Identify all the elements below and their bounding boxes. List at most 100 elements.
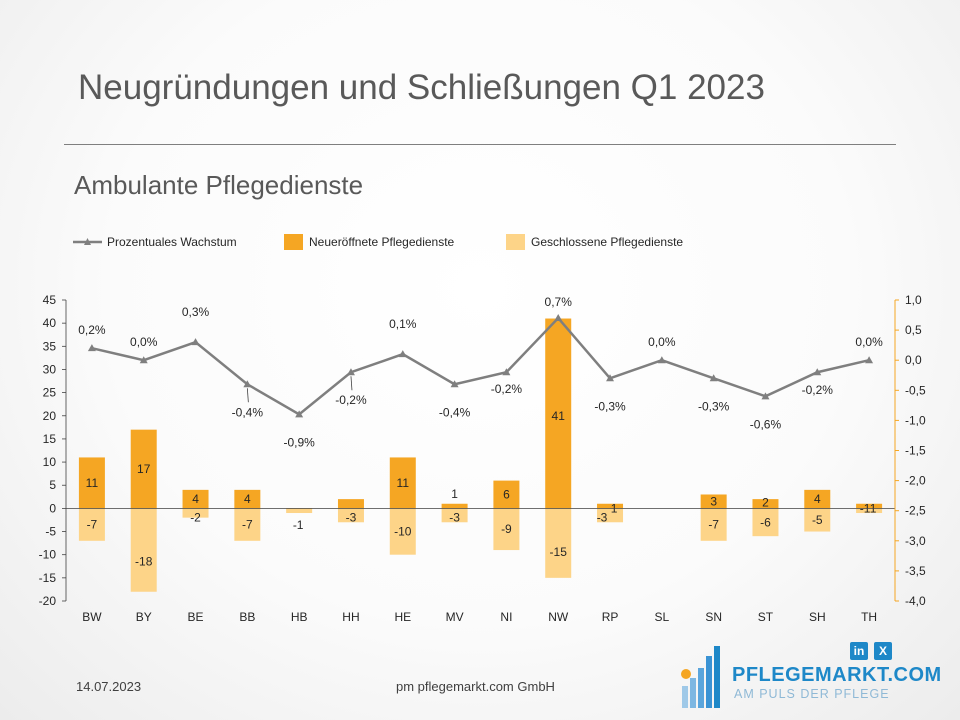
- bar-label-closed-NW: -15: [550, 545, 568, 559]
- bar-label-new-ST: 2: [762, 495, 769, 509]
- y-left-tick-label: 25: [43, 386, 57, 400]
- growth-label-TH: 0,0%: [855, 335, 883, 349]
- bar-closed-RP: [597, 508, 624, 523]
- legend-label-closed: Geschlossene Pflegedienste: [531, 235, 683, 249]
- x-tick-label-HE: HE: [394, 610, 411, 624]
- growth-label-RP: -0,3%: [594, 399, 626, 413]
- bar-label-new-BW: 11: [86, 476, 99, 490]
- y-right-tick-label: -2,0: [905, 474, 926, 488]
- y-left-tick-label: 15: [43, 432, 57, 446]
- growth-marker-BE: [191, 338, 200, 346]
- bar-closed-SN: [700, 508, 727, 541]
- bar-closed-TH: [856, 508, 883, 514]
- y-right-tick-label: -0,5: [905, 383, 926, 397]
- growth-marker-NW: [554, 314, 563, 322]
- growth-label-HE: 0,1%: [389, 317, 417, 331]
- bar-label-closed-RP: -3: [597, 510, 608, 524]
- bar-closed-BB: [234, 508, 261, 541]
- growth-marker-HH: [346, 368, 355, 376]
- y-left-tick-label: 10: [43, 455, 57, 469]
- x-tick-label-NI: NI: [500, 610, 512, 624]
- logo-bars-icon: [681, 646, 720, 708]
- x-tick-label-HB: HB: [291, 610, 308, 624]
- bar-label-closed-HB: -1: [293, 518, 304, 532]
- legend-swatch-closed: [506, 234, 525, 250]
- bar-closed-SH: [804, 508, 831, 532]
- growth-label-NW: 0,7%: [545, 295, 573, 309]
- bar-closed-HH: [337, 508, 364, 523]
- bar-new-HH: [337, 499, 364, 509]
- y-left-tick-label: -5: [45, 525, 56, 539]
- bar-label-closed-BY: -18: [135, 555, 153, 569]
- growth-label-BE: 0,3%: [182, 305, 210, 319]
- growth-marker-BB: [243, 380, 252, 388]
- growth-label-BW: 0,2%: [78, 323, 106, 337]
- growth-label-ST: -0,6%: [750, 417, 782, 431]
- growth-marker-SN: [709, 374, 718, 382]
- bar-label-closed-SN: -7: [708, 518, 719, 532]
- y-right-tick-label: -2,5: [905, 504, 926, 518]
- bar-closed-HB: [286, 508, 313, 514]
- y-right-tick-label: 0,5: [905, 323, 922, 337]
- x-tick-label-MV: MV: [446, 610, 464, 624]
- y-left-tick-label: -20: [39, 594, 57, 608]
- growth-marker-NI: [502, 368, 511, 376]
- bar-label-new-MV: 1: [451, 487, 458, 501]
- y-right-tick-label: -1,0: [905, 413, 926, 427]
- bar-new-MV: [441, 503, 468, 509]
- bar-new-BE: [182, 489, 209, 509]
- linkedin-icon[interactable]: in: [850, 642, 868, 660]
- bar-closed-BY: [130, 508, 157, 592]
- growth-label-BB: -0,4%: [232, 405, 264, 419]
- x-tick-label-NW: NW: [548, 610, 569, 624]
- y-left-tick-label: 45: [43, 293, 57, 307]
- growth-label-BY: 0,0%: [130, 335, 158, 349]
- bar-closed-ST: [752, 508, 779, 537]
- x-tick-label-BE: BE: [188, 610, 204, 624]
- footer-date: 14.07.2023: [76, 679, 142, 694]
- footer-company: pm pflegemarkt.com GmbH: [396, 679, 555, 694]
- bar-closed-HE: [389, 508, 416, 555]
- y-left-tick-label: -15: [39, 571, 57, 585]
- x-tick-label-SH: SH: [809, 610, 826, 624]
- bar-closed-BE: [182, 508, 209, 518]
- bar-new-SH: [804, 489, 831, 509]
- x-tick-label-BW: BW: [82, 610, 102, 624]
- bar-closed-NW: [545, 508, 572, 578]
- bar-new-RP: [597, 503, 624, 509]
- legend-label-new: Neueröffnete Pflegedienste: [309, 235, 455, 249]
- growth-label-HB: -0,9%: [283, 435, 315, 449]
- bar-new-BB: [234, 489, 261, 509]
- logo-name: PFLEGEMARKT.COM: [732, 664, 942, 686]
- bar-label-new-SN: 3: [710, 494, 717, 508]
- y-right-tick-label: -3,0: [905, 534, 926, 548]
- x-tick-label-BY: BY: [136, 610, 152, 624]
- legend-line-marker: [84, 238, 91, 245]
- bar-label-closed-BB: -7: [242, 518, 253, 532]
- growth-marker-MV: [450, 380, 459, 388]
- bar-closed-NI: [493, 508, 520, 551]
- bar-new-ST: [752, 499, 779, 509]
- bar-label-new-SH: 4: [814, 492, 821, 506]
- y-right-tick-label: -3,5: [905, 564, 926, 578]
- xing-icon[interactable]: X: [874, 642, 892, 660]
- pflegemarkt-logo[interactable]: in X PFLEGEMARKT.COM AM PULS DER PFLEGE: [676, 640, 941, 710]
- logo-tagline: AM PULS DER PFLEGE: [734, 687, 890, 701]
- bar-new-SN: [700, 494, 727, 509]
- growth-marker-SH: [813, 368, 822, 376]
- x-tick-label-BB: BB: [239, 610, 255, 624]
- bar-label-new-BB: 4: [244, 492, 251, 506]
- x-tick-label-RP: RP: [602, 610, 619, 624]
- growth-label-MV: -0,4%: [439, 405, 471, 419]
- bar-label-closed-HH: -3: [346, 510, 357, 524]
- growth-marker-TH: [865, 356, 874, 364]
- bar-closed-BW: [78, 508, 105, 541]
- y-left-tick-label: 0: [49, 501, 56, 515]
- y-left-tick-label: 5: [49, 478, 56, 492]
- y-left-tick-label: 30: [43, 362, 57, 376]
- growth-marker-ST: [761, 392, 770, 400]
- growth-marker-BY: [139, 356, 148, 364]
- growth-marker-HE: [398, 350, 407, 358]
- growth-line: [91, 316, 870, 416]
